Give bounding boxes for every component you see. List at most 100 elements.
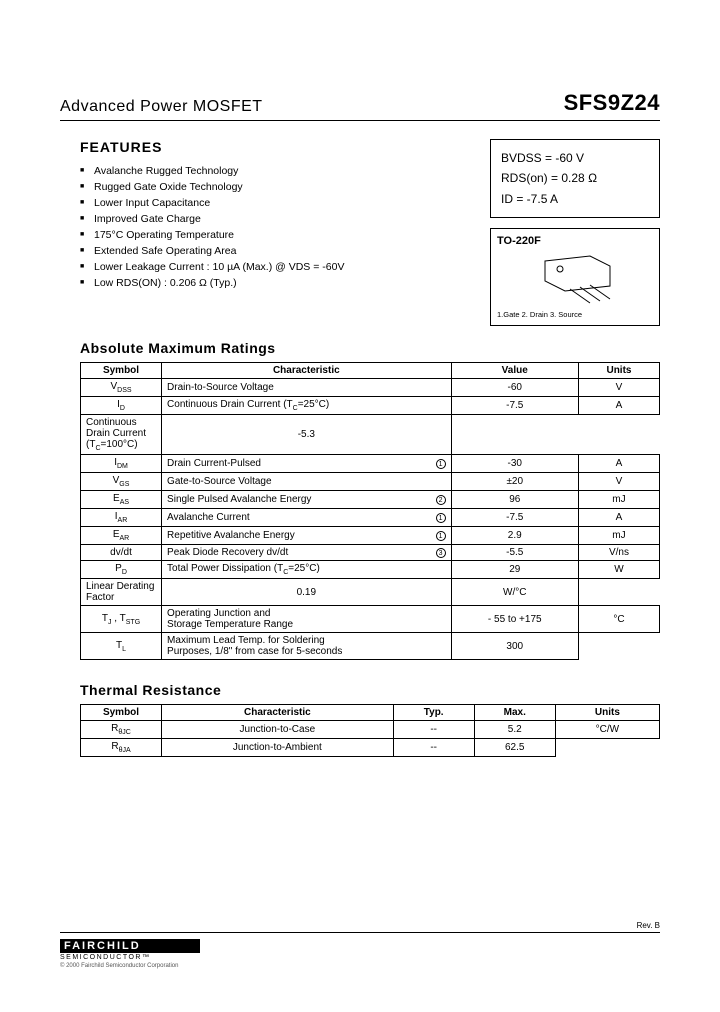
table-row: IDContinuous Drain Current (TC=25°C)-7.5… — [81, 397, 660, 415]
cell-unit: A — [578, 509, 659, 527]
table-row: TLMaximum Lead Temp. for SolderingPurpos… — [81, 633, 660, 660]
cell-char: Maximum Lead Temp. for SolderingPurposes… — [162, 633, 452, 660]
table-row: VDSSDrain-to-Source Voltage-60V — [81, 379, 660, 397]
thermal-heading: Thermal Resistance — [80, 682, 660, 698]
package-icon — [515, 251, 635, 306]
cell-unit: °C/W — [555, 721, 659, 739]
cell-symbol: IDM — [81, 455, 162, 473]
cell-symbol: ID — [81, 397, 162, 415]
feature-item: Lower Leakage Current : 10 µA (Max.) @ V… — [80, 261, 470, 273]
thermal-table: SymbolCharacteristicTyp.Max.UnitsRθJCJun… — [80, 704, 660, 757]
spec-rdson: RDS(on) = 0.28 Ω — [501, 168, 649, 188]
cell-typ: -- — [393, 721, 474, 739]
table-row: IDMDrain Current-Pulsed1-30A — [81, 455, 660, 473]
part-number: SFS9Z24 — [564, 90, 660, 116]
table-row: Linear Derating Factor0.19W/°C — [81, 579, 660, 606]
doc-title: Advanced Power MOSFET — [60, 98, 263, 116]
top-section: FEATURES Avalanche Rugged Technology Rugg… — [60, 139, 660, 326]
cell-unit: V — [578, 473, 659, 491]
table-header: Typ. — [393, 705, 474, 721]
logo-sub: SEMICONDUCTOR™ — [60, 954, 200, 961]
cell-char: Avalanche Current1 — [162, 509, 452, 527]
table-header: Symbol — [81, 705, 162, 721]
feature-item: Low RDS(ON) : 0.206 Ω (Typ.) — [80, 277, 470, 289]
copyright: © 2000 Fairchild Semiconductor Corporati… — [60, 963, 200, 969]
cell-value: -7.5 — [451, 397, 578, 415]
revision: Rev. B — [637, 921, 660, 930]
cell-symbol: RθJC — [81, 721, 162, 739]
cell-char: Drain Current-Pulsed1 — [162, 455, 452, 473]
feature-item: Lower Input Capacitance — [80, 197, 470, 209]
cell-unit: °C — [578, 606, 659, 633]
cell-value: 300 — [451, 633, 578, 660]
table-row: RθJAJunction-to-Ambient--62.5 — [81, 739, 660, 757]
cell-char: Peak Diode Recovery dv/dt3 — [162, 545, 452, 561]
table-header: Characteristic — [162, 705, 394, 721]
features-block: FEATURES Avalanche Rugged Technology Rugg… — [60, 139, 470, 326]
cell-char: Gate-to-Source Voltage — [162, 473, 452, 491]
cell-value: -5.5 — [451, 545, 578, 561]
cell-symbol: TJ , TSTG — [81, 606, 162, 633]
abs-max-table: SymbolCharacteristicValueUnitsVDSSDrain-… — [80, 362, 660, 660]
table-row: EARRepetitive Avalanche Energy12.9mJ — [81, 527, 660, 545]
feature-item: Avalanche Rugged Technology — [80, 165, 470, 177]
cell-symbol: EAS — [81, 491, 162, 509]
cell-unit: mJ — [578, 491, 659, 509]
table-row: IARAvalanche Current1-7.5A — [81, 509, 660, 527]
table-row: Continuous Drain Current (TC=100°C)-5.3 — [81, 415, 660, 455]
cell-value: 29 — [451, 561, 578, 579]
table-row: EASSingle Pulsed Avalanche Energy296mJ — [81, 491, 660, 509]
cell-symbol: IAR — [81, 509, 162, 527]
logo-block: FAIRCHILD SEMICONDUCTOR™ © 2000 Fairchil… — [60, 939, 200, 969]
cell-symbol: RθJA — [81, 739, 162, 757]
feature-item: Improved Gate Charge — [80, 213, 470, 225]
cell-char: Operating Junction andStorage Temperatur… — [162, 606, 452, 633]
package-pins: 1.Gate 2. Drain 3. Source — [497, 310, 653, 319]
table-header: Symbol — [81, 363, 162, 379]
package-label: TO-220F — [497, 235, 653, 247]
cell-symbol: TL — [81, 633, 162, 660]
features-heading: FEATURES — [80, 139, 470, 155]
cell-symbol: EAR — [81, 527, 162, 545]
cell-symbol: PD — [81, 561, 162, 579]
cell-unit: W/°C — [451, 579, 578, 606]
table-header: Units — [578, 363, 659, 379]
table-header: Units — [555, 705, 659, 721]
table-row: RθJCJunction-to-Case--5.2°C/W — [81, 721, 660, 739]
feature-item: Rugged Gate Oxide Technology — [80, 181, 470, 193]
cell-char: Single Pulsed Avalanche Energy2 — [162, 491, 452, 509]
logo-main: FAIRCHILD — [60, 939, 200, 953]
cell-value: ±20 — [451, 473, 578, 491]
cell-unit: A — [578, 455, 659, 473]
cell-typ: -- — [393, 739, 474, 757]
right-boxes: BVDSS = -60 V RDS(on) = 0.28 Ω ID = -7.5… — [490, 139, 660, 326]
cell-value: 2.9 — [451, 527, 578, 545]
cell-symbol: VGS — [81, 473, 162, 491]
cell-value: 0.19 — [162, 579, 452, 606]
table-header: Max. — [474, 705, 555, 721]
cell-char: Drain-to-Source Voltage — [162, 379, 452, 397]
spec-box: BVDSS = -60 V RDS(on) = 0.28 Ω ID = -7.5… — [490, 139, 660, 218]
feature-item: Extended Safe Operating Area — [80, 245, 470, 257]
abs-max-heading: Absolute Maximum Ratings — [80, 340, 660, 356]
feature-item: 175°C Operating Temperature — [80, 229, 470, 241]
table-row: PDTotal Power Dissipation (TC=25°C)29W — [81, 561, 660, 579]
spec-bvdss: BVDSS = -60 V — [501, 148, 649, 168]
cell-value: -7.5 — [451, 509, 578, 527]
package-box: TO-220F 1.Gate 2. Drain 3. Source — [490, 228, 660, 326]
table-row: TJ , TSTGOperating Junction andStorage T… — [81, 606, 660, 633]
cell-char: Repetitive Avalanche Energy1 — [162, 527, 452, 545]
cell-char: Total Power Dissipation (TC=25°C) — [162, 561, 452, 579]
title-row: Advanced Power MOSFET SFS9Z24 — [60, 90, 660, 121]
cell-char: Junction-to-Ambient — [162, 739, 394, 757]
spec-id: ID = -7.5 A — [501, 189, 649, 209]
cell-max: 5.2 — [474, 721, 555, 739]
features-list: Avalanche Rugged Technology Rugged Gate O… — [80, 165, 470, 289]
table-header: Value — [451, 363, 578, 379]
cell-value: - 55 to +175 — [451, 606, 578, 633]
cell-max: 62.5 — [474, 739, 555, 757]
cell-value: -30 — [451, 455, 578, 473]
cell-symbol: dv/dt — [81, 545, 162, 561]
table-row: VGSGate-to-Source Voltage±20V — [81, 473, 660, 491]
cell-char: Junction-to-Case — [162, 721, 394, 739]
